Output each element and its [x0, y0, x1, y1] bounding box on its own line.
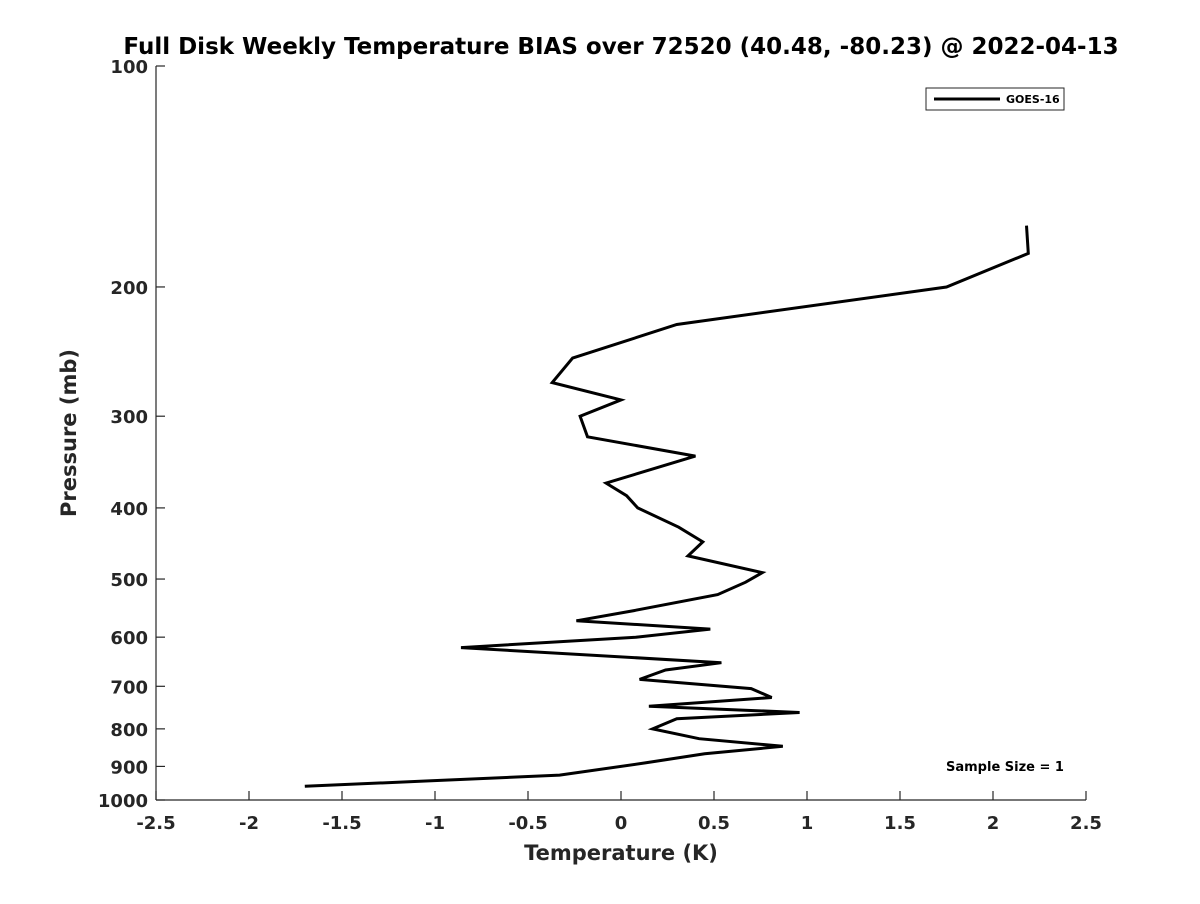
x-tick-label: -0.5 — [508, 813, 547, 834]
y-axis-title: Pressure (mb) — [57, 349, 81, 517]
x-tick-label: -2.5 — [136, 813, 175, 834]
x-tick-label: 2 — [987, 813, 1000, 834]
y-ticks: 100 200 300 400 500 600 700 800 900 1000 — [98, 57, 165, 812]
x-tick-label: -2 — [239, 813, 259, 834]
sample-size-annotation: Sample Size = 1 — [946, 760, 1064, 775]
y-tick-label: 100 — [110, 57, 148, 78]
series-line-goes-16 — [304, 225, 1030, 788]
x-tick-label: -1.5 — [322, 813, 361, 834]
y-tick-label: 600 — [110, 628, 148, 649]
y-tick-label: 700 — [110, 677, 148, 698]
y-tick-label: 400 — [110, 499, 148, 520]
legend-entry-goes-16: GOES-16 — [1006, 93, 1060, 106]
y-tick-label: 200 — [110, 278, 148, 299]
legend: GOES-16 — [925, 87, 1065, 111]
x-axis-title: Temperature (K) — [524, 841, 718, 865]
y-tick-label: 300 — [110, 407, 148, 428]
x-tick-label: 2.5 — [1070, 813, 1102, 834]
y-tick-label: 900 — [110, 757, 148, 778]
x-tick-label: 0.5 — [698, 813, 730, 834]
x-tick-label: -1 — [425, 813, 445, 834]
x-ticks: -2.5 -2 -1.5 -1 -0.5 0 0.5 1 1.5 2 2.5 — [136, 791, 1102, 834]
x-tick-label: 0 — [615, 813, 628, 834]
chart-title: Full Disk Weekly Temperature BIAS over 7… — [123, 34, 1118, 60]
y-tick-label: 1000 — [98, 791, 148, 812]
y-tick-label: 800 — [110, 720, 148, 741]
x-tick-label: 1.5 — [884, 813, 916, 834]
x-tick-label: 1 — [801, 813, 814, 834]
y-tick-label: 500 — [110, 570, 148, 591]
